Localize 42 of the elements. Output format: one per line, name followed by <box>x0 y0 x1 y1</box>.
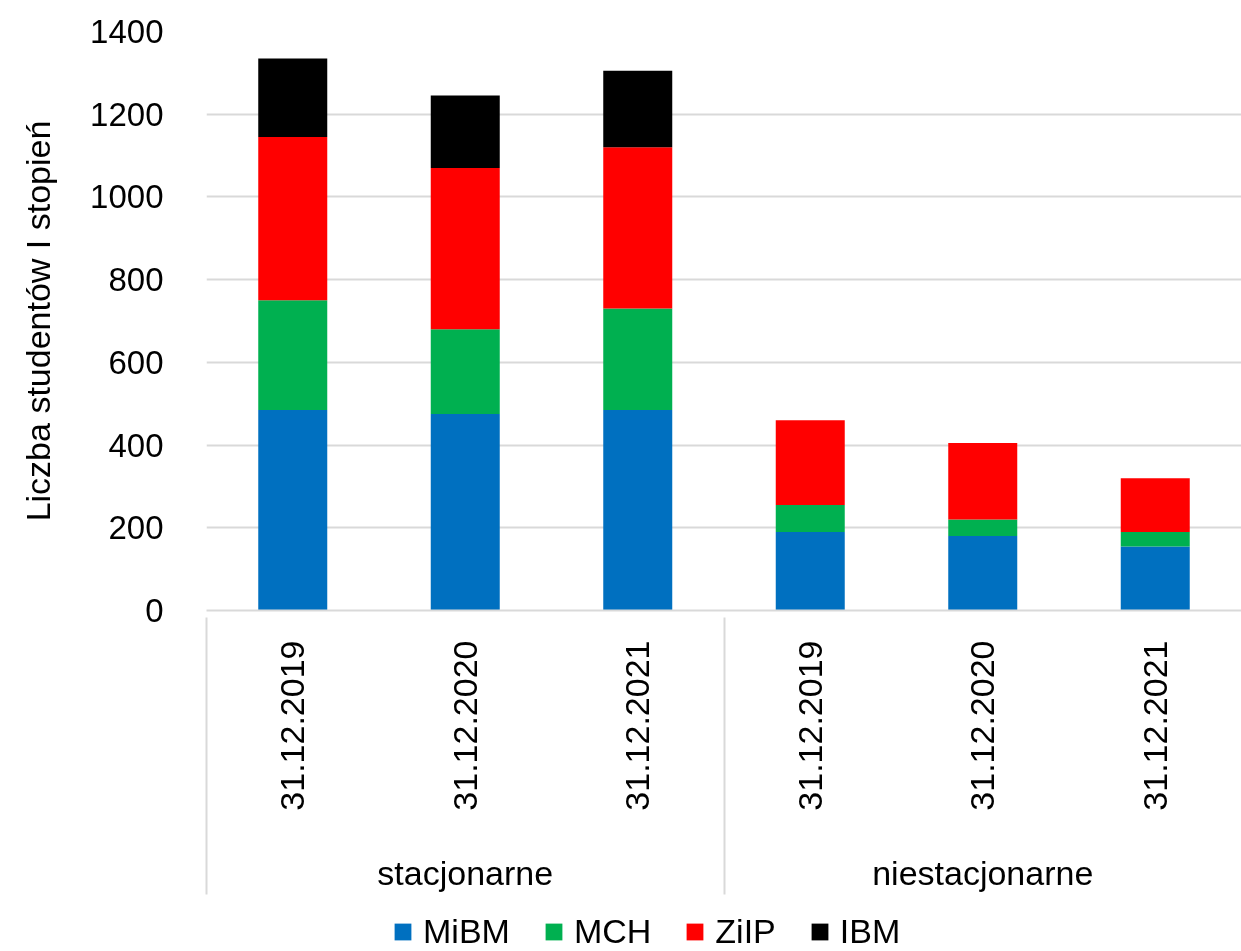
bar <box>775 505 845 532</box>
legend-label: MiBM <box>423 912 510 951</box>
bar <box>430 414 500 611</box>
bar <box>603 308 673 410</box>
legend-label: IBM <box>839 912 901 951</box>
y-tick-label: 1400 <box>90 13 164 50</box>
x-tick-label: 31.12.2021 <box>1135 640 1174 811</box>
legend-label: MCH <box>573 912 652 951</box>
bar <box>603 147 673 309</box>
bar <box>430 329 500 415</box>
bar <box>430 167 500 330</box>
x-tick-label: 31.12.2019 <box>790 640 829 811</box>
bar <box>1120 531 1190 547</box>
legend-label: ZiIP <box>715 912 776 951</box>
bar <box>258 136 328 301</box>
bar <box>258 409 328 611</box>
y-tick-label: 400 <box>108 426 164 464</box>
bar <box>430 95 500 168</box>
bar <box>948 443 1018 520</box>
bar <box>603 409 673 611</box>
bar <box>948 519 1018 537</box>
bar <box>948 536 1018 611</box>
y-tick-label: 800 <box>108 261 164 299</box>
y-axis-title: Liczba studentów I stopień <box>19 120 58 522</box>
bar <box>603 70 673 148</box>
y-tick-label: 1000 <box>90 178 164 216</box>
bar <box>775 420 845 506</box>
x-tick-label: 31.12.2020 <box>445 640 484 811</box>
x-tick-label: 31.12.2019 <box>273 640 312 811</box>
y-tick-label: 1200 <box>90 95 164 133</box>
text: niestacjonarne <box>872 853 1094 892</box>
bar <box>1120 546 1190 611</box>
bar <box>1120 478 1190 532</box>
y-tick-label: 600 <box>108 343 164 381</box>
bar <box>775 531 845 611</box>
bar <box>258 58 328 137</box>
x-tick-label: 31.12.2020 <box>963 640 1002 811</box>
y-tick-label: 200 <box>108 509 164 547</box>
y-tick-label: 0 <box>145 592 164 629</box>
x-tick-label: 31.12.2021 <box>618 640 657 811</box>
text: stacjonarne <box>377 853 554 892</box>
bar <box>258 300 328 410</box>
